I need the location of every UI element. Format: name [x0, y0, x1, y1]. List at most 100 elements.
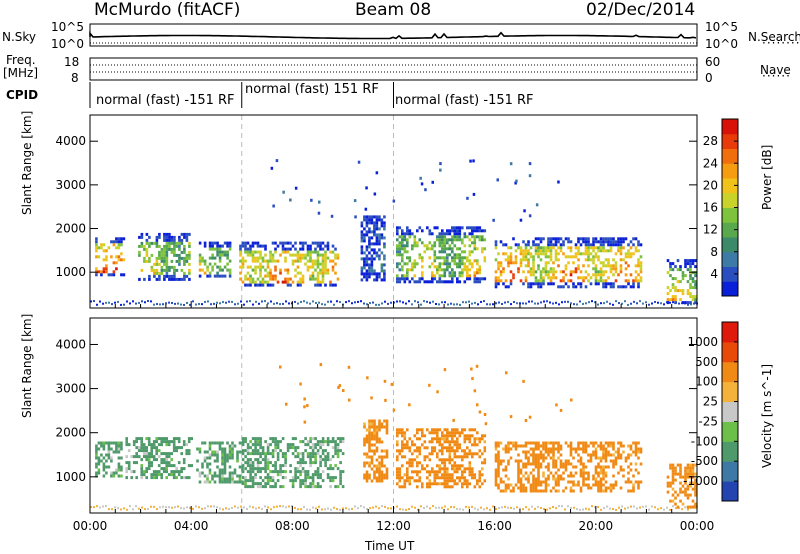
scatter-cell	[572, 261, 575, 265]
scatter-cell	[431, 482, 434, 486]
scatter-cell	[289, 247, 292, 251]
scatter-cell	[537, 474, 540, 478]
colorbar-swatch	[722, 266, 738, 282]
scatter-cell	[602, 450, 605, 454]
scatter-cell	[451, 485, 454, 489]
scatter-cell	[627, 465, 630, 469]
scatter-cell	[339, 440, 342, 444]
scatter-cell	[471, 473, 474, 477]
scatter-cell	[691, 481, 695, 485]
scatter-cell	[552, 246, 555, 250]
scatter-cell	[365, 455, 369, 459]
scatter-cell	[370, 263, 374, 267]
ground-scatter-cell	[504, 505, 506, 508]
ground-scatter-cell	[174, 302, 176, 305]
scatter-cell	[544, 465, 548, 469]
scatter-cell	[398, 428, 402, 432]
scatter-cell	[679, 490, 682, 494]
scatter-cell	[140, 232, 144, 236]
scatter-cell	[266, 265, 270, 269]
scatter-cell	[574, 246, 578, 250]
scatter-cell	[266, 458, 270, 462]
scatter-cell	[461, 485, 464, 489]
scatter-cell	[602, 264, 605, 268]
scatter-cell	[617, 441, 620, 445]
scatter-cell	[203, 450, 207, 454]
scatter-cell	[213, 450, 217, 454]
scatter-cell	[188, 268, 191, 272]
scatter-cell	[107, 447, 111, 451]
scatter-cell	[296, 280, 300, 284]
scatter-cell	[599, 243, 603, 247]
scatter-cell	[314, 283, 317, 287]
scatter-cell	[689, 484, 692, 488]
scatter-cell	[544, 483, 548, 487]
ground-scatter-cell	[426, 300, 428, 303]
scatter-cell	[451, 277, 454, 281]
scatter-cell	[408, 437, 412, 441]
scatter-cell	[436, 265, 439, 269]
scatter-cell	[223, 477, 227, 481]
scatter-cell	[306, 473, 310, 477]
scatter-cell	[170, 473, 173, 477]
scatter-cell	[373, 464, 376, 468]
scatter-cell	[233, 444, 237, 448]
ground-scatter-cell	[678, 302, 680, 305]
scatter-cell	[468, 467, 472, 471]
ground-scatter-cell	[144, 508, 146, 511]
scatter-cell	[241, 452, 245, 456]
scatter-cell	[483, 440, 487, 444]
scatter-cell	[522, 489, 525, 493]
scatter-cell	[599, 447, 603, 451]
scatter-cell	[686, 262, 690, 266]
ground-scatter-cell	[111, 508, 113, 511]
ground-scatter-cell	[378, 303, 380, 306]
scatter-cell	[396, 476, 399, 480]
ground-scatter-cell	[369, 507, 371, 510]
scatter-cell	[208, 453, 212, 457]
scatter-cell	[208, 462, 212, 466]
ground-scatter-cell	[306, 508, 308, 511]
scatter-cell	[157, 437, 161, 441]
scatter-cell	[398, 253, 402, 257]
scatter-cell	[319, 446, 322, 450]
scatter-cell	[380, 422, 384, 426]
scatter-cell	[370, 467, 374, 471]
scatter-cell	[396, 482, 399, 486]
scatter-cell	[552, 444, 555, 448]
scatter-cell	[223, 459, 227, 463]
scatter-cell	[198, 262, 202, 266]
scatter-cell	[135, 446, 138, 450]
scatter-cell	[453, 467, 457, 471]
ground-scatter-cell	[147, 508, 149, 511]
scatter-cell	[254, 437, 257, 441]
scatter-cell	[554, 489, 558, 493]
scatter-cell	[468, 226, 472, 230]
scatter-cell	[411, 277, 414, 281]
scatter-cell	[155, 473, 158, 477]
scatter-cell	[203, 459, 207, 463]
ground-scatter-cell	[192, 507, 194, 510]
scatter-cell	[401, 428, 404, 432]
scatter-cell	[433, 449, 437, 453]
scatter-cell	[115, 447, 118, 451]
ground-scatter-cell	[684, 506, 686, 509]
scatter-cell	[269, 476, 272, 480]
ground-scatter-cell	[267, 506, 269, 509]
ground-scatter-cell	[270, 300, 272, 303]
scatter-cell	[617, 273, 620, 277]
scatter-cell	[334, 476, 337, 480]
scatter-cell	[497, 267, 500, 271]
scatter-cell	[514, 483, 518, 487]
scatter-cell	[597, 258, 600, 262]
scatter-cell	[365, 224, 369, 228]
ground-scatter-cell	[270, 508, 272, 511]
scatter-cell	[689, 505, 692, 509]
scatter-cell	[567, 285, 570, 289]
scatter-cell	[105, 249, 108, 253]
scatter-cell	[274, 443, 277, 447]
scatter-cell	[448, 458, 452, 462]
scatter-cell	[316, 440, 320, 444]
colorbar-swatch	[722, 251, 738, 267]
ground-scatter-cell	[525, 506, 527, 509]
